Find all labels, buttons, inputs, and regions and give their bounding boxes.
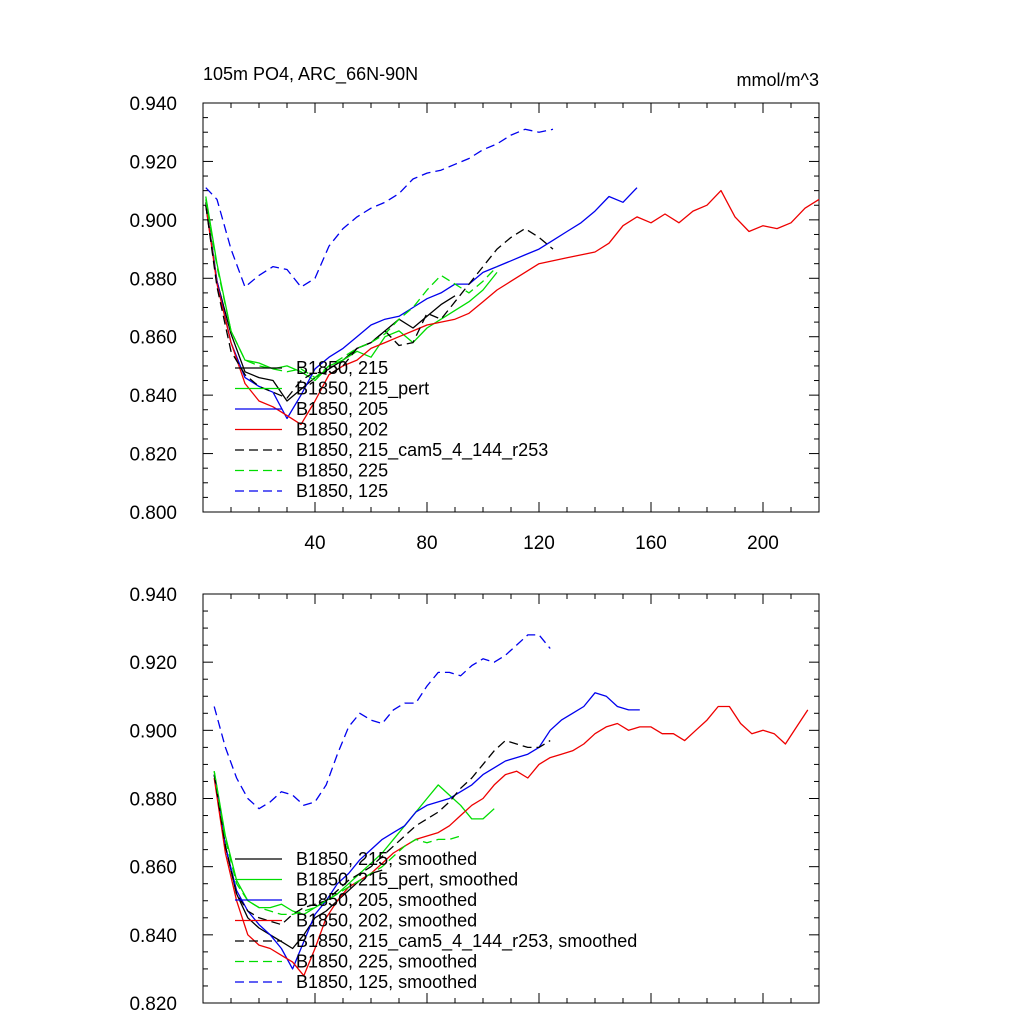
y-tick-label: 0.800 xyxy=(129,503,177,524)
legend-label: B1850, 225, smoothed xyxy=(296,952,477,972)
y-tick-label: 0.920 xyxy=(129,653,177,674)
y-tick-label: 0.880 xyxy=(129,269,177,290)
series-line xyxy=(213,705,809,977)
y-tick-label: 0.940 xyxy=(129,94,177,115)
legend-label: B1850, 215, smoothed xyxy=(296,849,477,869)
units-label: mmol/m^3 xyxy=(737,70,819,90)
series-line xyxy=(213,771,495,916)
y-tick-label: 0.880 xyxy=(129,790,177,811)
series-line xyxy=(213,692,640,970)
x-tick-label: 160 xyxy=(635,533,667,554)
legend-label: B1850, 215_cam5_4_144_r253, smoothed xyxy=(296,931,637,952)
legend-label: B1850, 205, smoothed xyxy=(296,890,477,910)
series-line xyxy=(205,202,456,402)
y-tick-label: 0.900 xyxy=(129,211,177,232)
y-tick-label: 0.860 xyxy=(129,858,177,879)
chart-title: 105m PO4, ARC_66N-90N xyxy=(203,64,418,85)
y-tick-label: 0.900 xyxy=(129,721,177,742)
legend-label: B1850, 215_pert, smoothed xyxy=(296,870,518,891)
legend-label: B1850, 215 xyxy=(296,358,388,378)
y-tick-label: 0.940 xyxy=(129,585,177,606)
x-tick-label: 80 xyxy=(416,533,437,554)
series-line xyxy=(205,187,638,420)
legend-label: B1850, 205 xyxy=(296,399,388,419)
series-line xyxy=(205,196,498,382)
y-tick-label: 0.820 xyxy=(129,994,177,1015)
y-tick-label: 0.840 xyxy=(129,926,177,947)
legend-label: B1850, 215_cam5_4_144_r253 xyxy=(296,440,548,461)
series-line xyxy=(213,634,551,810)
panel-2: 0.820 0.840 0.860 0.880 0.900 0.920 0.940 B1850… xyxy=(129,585,820,1015)
series-line xyxy=(205,189,820,426)
legend-label: B1850, 125 xyxy=(296,481,388,501)
panel-1: 40 80 120 160 200 0.800 0.820 0.840 0.860 0.880 0.… xyxy=(129,94,820,554)
legend-label: B1850, 215_pert xyxy=(296,379,429,400)
legend-label: B1850, 202, smoothed xyxy=(296,911,477,931)
y-tick-label: 0.820 xyxy=(129,445,177,466)
legend-label: B1850, 202 xyxy=(296,420,388,440)
x-tick-label: 120 xyxy=(523,533,555,554)
legend-label: B1850, 125, smoothed xyxy=(296,972,477,992)
y-tick-label: 0.840 xyxy=(129,386,177,407)
series-line xyxy=(205,205,554,399)
series-line xyxy=(205,199,498,379)
legend-label: B1850, 225 xyxy=(296,461,388,481)
x-tick-label: 40 xyxy=(304,533,325,554)
x-tick-label: 200 xyxy=(747,533,779,554)
series-line xyxy=(205,128,554,288)
series-line xyxy=(213,774,383,950)
y-tick-label: 0.920 xyxy=(129,152,177,173)
series-line xyxy=(213,739,551,926)
y-tick-label: 0.860 xyxy=(129,328,177,349)
series-line xyxy=(213,771,461,916)
